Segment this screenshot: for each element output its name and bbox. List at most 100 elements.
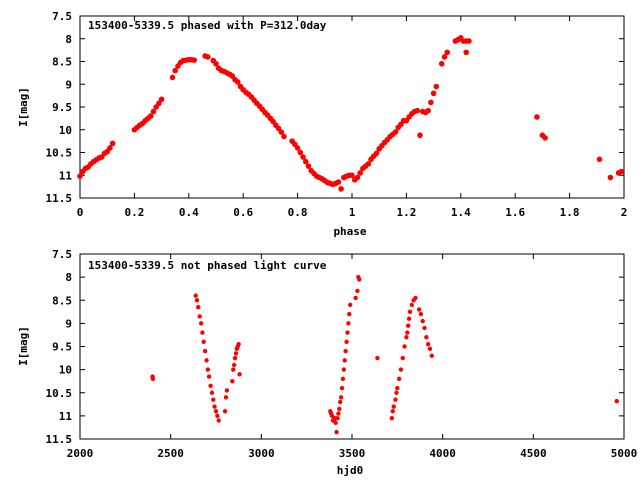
data-point — [365, 161, 372, 167]
x-axis-label-top: phase — [333, 225, 366, 238]
data-point — [407, 309, 413, 315]
data-point — [147, 113, 154, 119]
data-point — [231, 362, 237, 368]
data-point — [302, 158, 309, 165]
data-point — [294, 145, 301, 151]
data-point — [428, 99, 434, 106]
y-tick-label-top: 7.5 — [52, 10, 72, 23]
x-tick-label-top: 0.6 — [233, 206, 253, 219]
data-point — [107, 145, 113, 151]
data-point — [211, 397, 216, 402]
data-point — [77, 173, 83, 179]
data-point — [392, 129, 399, 135]
data-point — [212, 404, 217, 409]
y-tick-label-bottom: 7.5 — [52, 248, 72, 261]
data-point — [373, 150, 380, 157]
data-point — [236, 341, 241, 347]
data-point — [357, 170, 363, 176]
data-point — [416, 307, 422, 312]
data-point — [191, 57, 198, 63]
data-point — [109, 140, 116, 147]
x-tick-label-bottom: 3500 — [339, 447, 366, 460]
data-point — [205, 54, 211, 60]
data-point — [341, 367, 347, 372]
data-point — [213, 60, 219, 67]
data-point — [395, 385, 400, 391]
y-tick-label-top: 8 — [65, 33, 72, 46]
data-point — [194, 298, 200, 303]
data-point — [231, 367, 236, 372]
data-point — [390, 409, 395, 414]
data-point — [427, 346, 433, 352]
data-point — [422, 325, 427, 331]
ticks-top: 0 0.2 0.4 0.6 0.8 1 1.2 1.4 1.6 1.8 2 7.5 8 8.5 9 9.5 10… — [46, 10, 628, 219]
ticks-bottom: 2000 2500 3000 3500 4000 4500 5000 7.5 8 8.5 9 9.5 1… — [46, 248, 638, 460]
data-point — [232, 355, 238, 361]
data-point — [404, 335, 409, 340]
data-point — [337, 406, 342, 412]
y-tick-label-bottom: 9 — [65, 317, 72, 330]
data-point — [336, 411, 341, 416]
data-point — [233, 351, 239, 356]
plot-frame-top — [79, 15, 625, 199]
data-point — [346, 321, 351, 326]
data-point — [441, 54, 448, 60]
data-point — [222, 409, 228, 414]
data-point — [394, 390, 399, 395]
x-tick-label-top: 2 — [621, 206, 628, 219]
data-point — [607, 174, 614, 181]
unphased-light-curve-panel: 153400-5339.5 not phased light curve hjd… — [17, 248, 637, 477]
data-point — [344, 339, 349, 345]
y-tick-label-bottom: 11 — [59, 410, 73, 423]
data-point — [413, 295, 418, 301]
data-point — [335, 415, 340, 421]
data-point — [198, 321, 204, 326]
y-tick-label-top: 9.5 — [52, 101, 72, 114]
data-point — [420, 318, 425, 324]
data-point — [150, 108, 157, 115]
data-point — [193, 293, 198, 298]
data-point — [342, 358, 347, 363]
data-point — [406, 316, 412, 321]
data-point — [300, 154, 306, 160]
data-point — [400, 355, 405, 361]
x-tick-label-bottom: 4500 — [520, 447, 547, 460]
data-point — [402, 344, 407, 349]
x-tick-label-top: 1.8 — [560, 206, 580, 219]
x-tick-label-top: 1.6 — [505, 206, 525, 219]
y-axis-label-bottom: I[mag] — [17, 326, 30, 366]
data-point — [534, 114, 540, 120]
data-point — [338, 399, 343, 405]
phased-light-curve-panel: 153400-5339.5 phased with P=312.0day pha… — [17, 10, 627, 238]
y-tick-label-top: 10.5 — [46, 147, 73, 160]
data-point — [237, 372, 242, 377]
data-point — [614, 398, 619, 404]
data-point — [357, 277, 362, 282]
x-tick-label-top: 1.4 — [451, 206, 471, 219]
data-point — [156, 100, 162, 107]
y-tick-label-top: 11.5 — [46, 192, 73, 205]
x-tick-label-bottom: 3000 — [248, 447, 275, 460]
y-tick-label-bottom: 10.5 — [46, 387, 73, 400]
y-tick-label-bottom: 11.5 — [46, 433, 73, 446]
data-point — [205, 367, 211, 372]
data-point — [429, 353, 434, 358]
y-axis-label-top: I[mag] — [17, 87, 30, 127]
data-point — [430, 90, 437, 97]
data-point — [393, 397, 398, 402]
data-point — [354, 174, 361, 181]
plot-frame-bottom — [79, 253, 625, 440]
data-point — [347, 311, 352, 317]
chart-title-bottom: 153400-5339.5 not phased light curve — [88, 259, 327, 272]
data-point — [230, 378, 235, 384]
data-point — [150, 376, 156, 382]
data-point — [355, 288, 360, 294]
data-point — [418, 311, 424, 317]
x-axis-label-bottom: hjd0 — [337, 464, 364, 477]
data-point — [347, 302, 353, 308]
data-point — [223, 395, 229, 400]
data-point — [197, 314, 202, 319]
data-point — [201, 339, 206, 345]
y-tick-label-top: 11 — [59, 169, 73, 182]
